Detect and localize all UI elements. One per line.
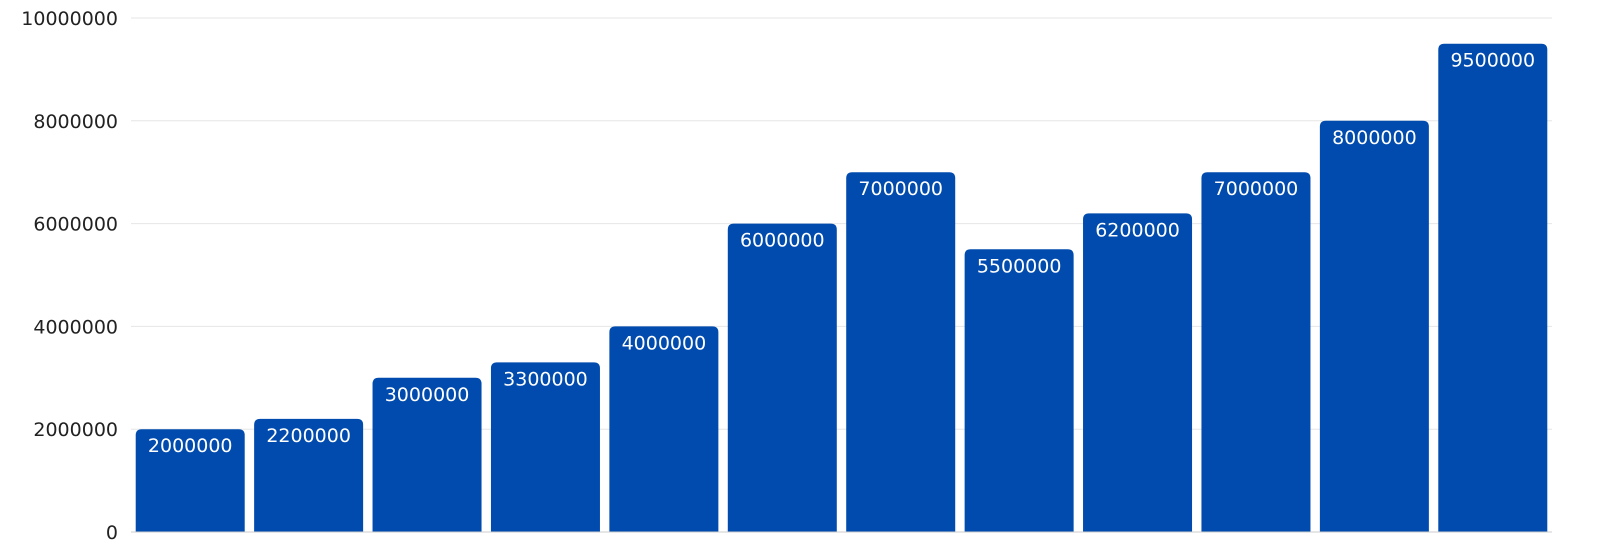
data-label: 7000000 xyxy=(858,178,943,200)
bar xyxy=(609,326,719,532)
bar xyxy=(727,223,837,532)
data-label: 2000000 xyxy=(148,435,233,457)
data-label: 7000000 xyxy=(1214,178,1299,200)
data-label: 6000000 xyxy=(740,230,825,252)
bar xyxy=(490,362,600,532)
bar xyxy=(135,429,245,532)
data-label: 8000000 xyxy=(1332,127,1417,149)
bar xyxy=(254,418,364,532)
bar xyxy=(1201,172,1311,532)
data-label: 2200000 xyxy=(266,425,351,447)
data-label: 6200000 xyxy=(1095,219,1180,241)
y-tick-label: 0 xyxy=(106,522,118,544)
y-tick-label: 6000000 xyxy=(33,214,118,236)
y-tick-label: 4000000 xyxy=(33,316,118,338)
bar xyxy=(1438,43,1548,532)
data-label: 9500000 xyxy=(1450,50,1535,72)
bar xyxy=(1319,120,1429,533)
y-tick-label: 8000000 xyxy=(33,111,118,133)
y-tick-label: 10000000 xyxy=(21,8,118,30)
bar xyxy=(846,172,956,532)
y-tick-label: 2000000 xyxy=(33,419,118,441)
data-label: 3300000 xyxy=(503,368,588,390)
data-label: 3000000 xyxy=(385,384,470,406)
data-label: 4000000 xyxy=(622,332,707,354)
data-label: 5500000 xyxy=(977,255,1062,277)
bar xyxy=(372,377,482,532)
bar xyxy=(964,249,1074,533)
bar xyxy=(1083,213,1193,532)
